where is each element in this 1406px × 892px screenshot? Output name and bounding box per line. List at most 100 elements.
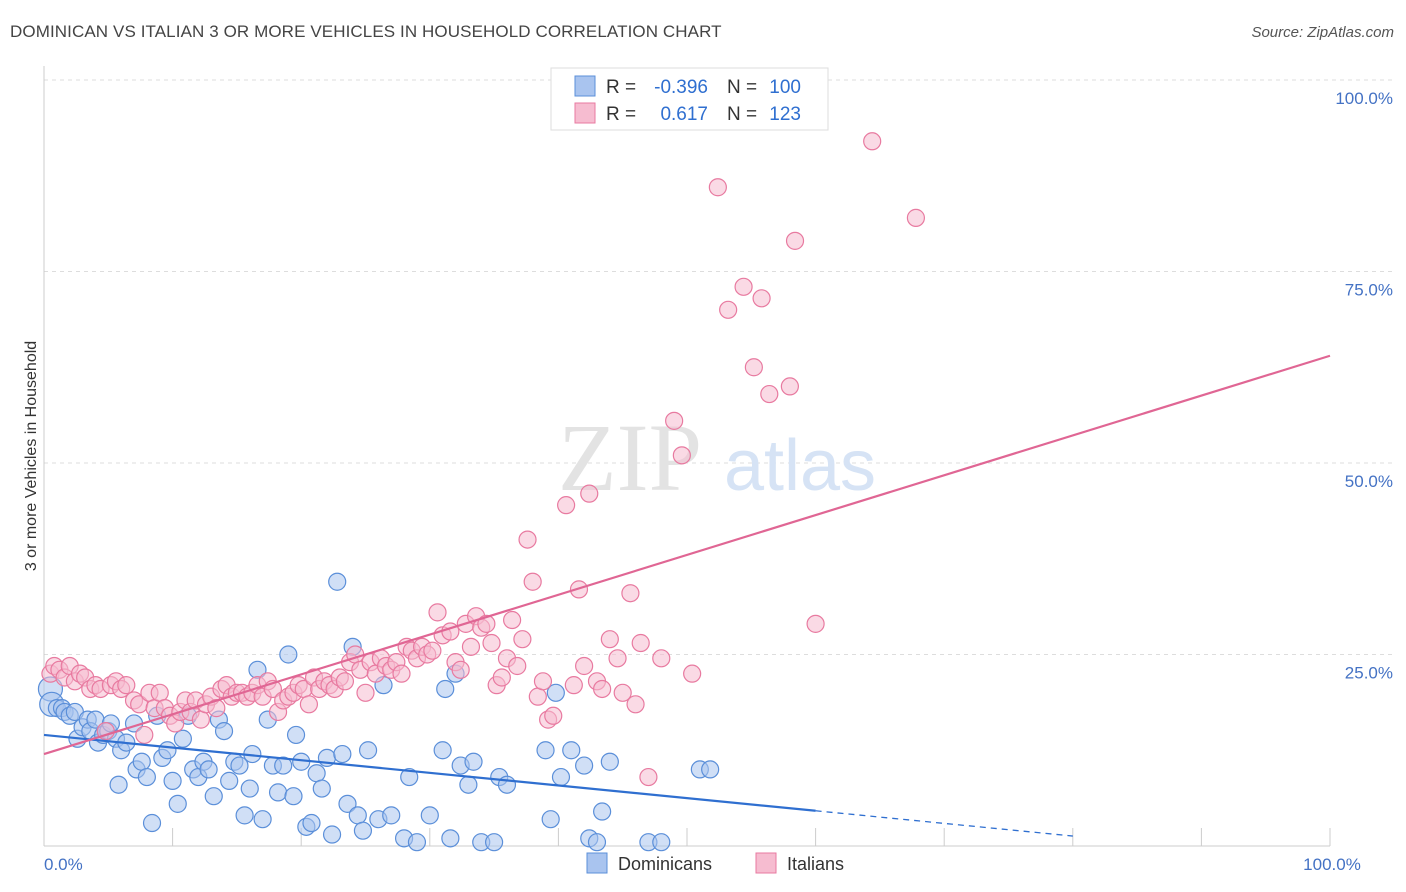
point-italians: [335, 672, 355, 691]
point-dominicans: [220, 771, 239, 790]
point-dominicans: [338, 794, 357, 813]
point-dominicans: [420, 806, 439, 825]
point-dominicans: [230, 756, 249, 775]
chart-source: Source: ZipAtlas.com: [1251, 24, 1394, 41]
point-italians: [608, 649, 627, 668]
point-italians: [533, 672, 553, 691]
point-dominicans: [168, 794, 187, 813]
point-dominicans: [286, 725, 306, 745]
legend-r-value-dominicans: -0.396: [654, 77, 708, 98]
point-italians: [508, 656, 527, 676]
bottom-legend: Dominicans Italians: [586, 852, 844, 874]
point-italians: [523, 572, 542, 591]
axes-layer: 25.0% 50.0% 75.0% 100.0% 0.0% 100.0%: [43, 66, 1393, 874]
point-dominicans: [536, 741, 555, 760]
trendline-italians: [43, 354, 1331, 756]
point-dominicans: [348, 806, 367, 825]
watermark-atlas: atlas: [724, 426, 876, 506]
point-dominicans: [322, 825, 342, 844]
point-dominicans: [204, 787, 223, 806]
point-italians: [117, 676, 136, 695]
point-dominicans: [240, 779, 259, 798]
point-italians: [544, 706, 563, 725]
point-italians: [392, 664, 411, 683]
point-dominicans: [268, 783, 288, 802]
point-italians: [621, 584, 640, 603]
y-tick-label: 50.0%: [1345, 472, 1393, 491]
point-dominicans: [593, 802, 612, 821]
trend-layer: [43, 354, 1331, 837]
point-dominicans: [312, 779, 331, 798]
point-dominicans: [701, 760, 720, 779]
y-tick-label: 100.0%: [1335, 89, 1393, 108]
legend-n-label-dominicans: N =: [727, 77, 757, 98]
point-dominicans: [163, 771, 182, 790]
point-dominicans: [328, 572, 347, 591]
point-dominicans: [441, 829, 460, 848]
point-italians: [719, 300, 738, 319]
point-italians: [477, 614, 496, 633]
point-dominicans: [253, 810, 272, 829]
bottom-legend-label-dominicans: Dominicans: [618, 854, 712, 874]
point-italians: [356, 683, 375, 702]
point-italians: [492, 668, 511, 687]
point-italians: [150, 683, 169, 702]
point-dominicans: [199, 760, 218, 779]
point-dominicans: [541, 810, 560, 829]
point-italians: [906, 208, 926, 227]
bottom-legend-swatch-italians: [755, 852, 777, 874]
point-italians: [461, 637, 481, 656]
point-dominicans: [575, 756, 594, 775]
point-dominicans: [358, 741, 378, 760]
point-italians: [528, 687, 547, 706]
point-italians: [708, 178, 727, 197]
point-dominicans: [284, 787, 303, 806]
legend-swatch-dominicans: [574, 75, 596, 97]
point-italians: [513, 630, 532, 649]
point-dominicans: [109, 775, 128, 794]
point-italians: [806, 614, 825, 633]
point-dominicans: [307, 764, 326, 783]
point-italians: [557, 496, 576, 515]
point-italians: [482, 633, 501, 653]
point-italians: [613, 683, 632, 702]
point-italians: [631, 633, 650, 653]
point-italians: [863, 132, 882, 151]
y-tick-label: 75.0%: [1345, 281, 1393, 300]
x-tick-label: 100.0%: [1303, 855, 1361, 874]
legend-n-label-italians: N =: [727, 104, 757, 125]
point-dominicans: [274, 756, 293, 775]
y-axis-label: 3 or more Vehicles in Household: [23, 341, 40, 571]
legend-swatch-italians: [574, 102, 596, 124]
x-tick-label: 0.0%: [44, 855, 83, 874]
point-italians: [760, 384, 779, 404]
bottom-legend-label-italians: Italians: [787, 854, 844, 874]
watermark: ZIP atlas: [558, 404, 876, 511]
legend-r-label-dominicans: R =: [606, 77, 636, 98]
point-italians: [135, 725, 154, 745]
point-italians: [600, 630, 619, 649]
point-dominicans: [652, 833, 671, 852]
grid-layer: [44, 79, 1392, 655]
point-dominicans: [353, 821, 373, 840]
point-italians: [518, 530, 537, 549]
legend-r-value-italians: 0.617: [660, 104, 708, 125]
point-dominicans: [562, 741, 581, 760]
point-dominicans: [302, 813, 321, 833]
point-dominicans: [137, 767, 156, 787]
point-dominicans: [459, 775, 478, 794]
point-dominicans: [407, 833, 427, 852]
point-dominicans: [546, 683, 565, 702]
point-dominicans: [485, 833, 504, 852]
point-italians: [785, 231, 805, 250]
point-dominicans: [433, 741, 452, 760]
point-italians: [564, 676, 583, 695]
point-dominicans: [436, 679, 455, 699]
point-dominicans: [587, 833, 607, 852]
point-italians: [503, 610, 522, 630]
point-dominicans: [400, 767, 419, 787]
legend-box: [550, 67, 829, 131]
point-italians: [423, 641, 442, 660]
point-italians: [672, 446, 691, 465]
